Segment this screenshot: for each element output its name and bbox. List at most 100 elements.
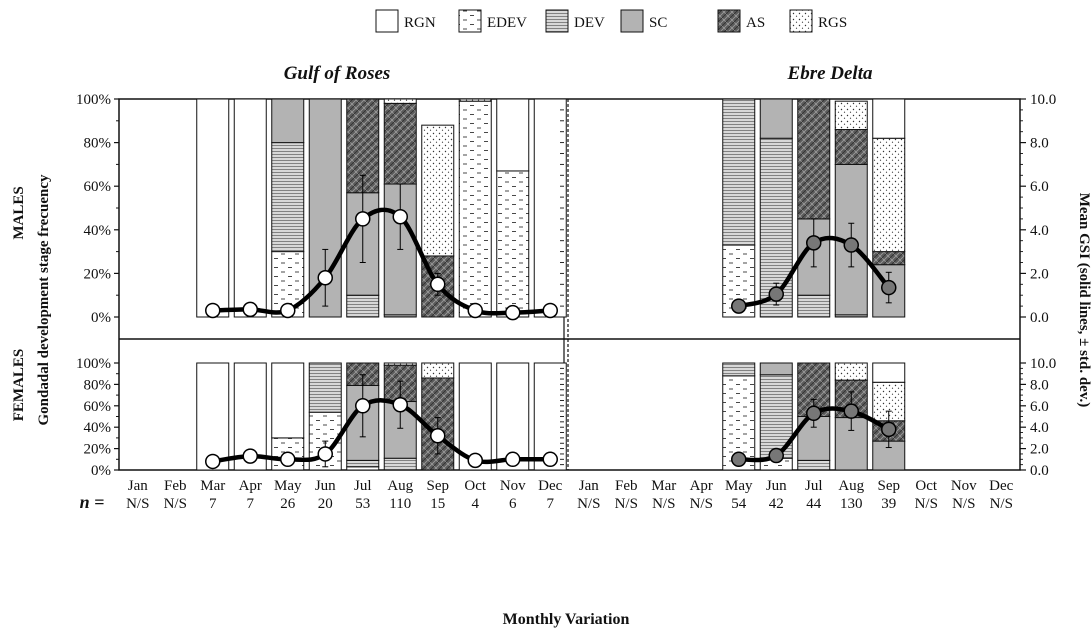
x-tick-label-n: 110 [389,496,411,512]
gsi-lines [205,174,897,470]
x-tick-label-n: N/S [577,496,600,512]
bar-segment-rgs [458,98,492,102]
gsi-point [731,451,747,468]
bar-segment-rgs [834,362,868,381]
x-tick-label-month: Jan [579,478,599,494]
legend-swatch-sc [620,9,644,33]
legend-label-dev: DEV [574,15,605,31]
x-tick-label-month: Jul [354,478,372,494]
bar-segment-as [872,251,906,266]
gsi-point [280,451,296,468]
bar-segment-rgs [872,137,906,253]
x-tick-label-n: 130 [840,496,863,512]
x-tick-label-month: Dec [989,478,1013,494]
bar-segment-as [797,98,831,220]
x-tick-label-n: 7 [547,496,555,512]
gsi-point [317,446,333,462]
gsi-point [768,286,784,302]
gsi-point [768,447,784,464]
y-axis-label-right: Mean GSI (solid lines, ± std. dev.) [1076,193,1092,408]
bar-segment-edev [496,170,530,318]
panel-label-females: FEMALES [11,349,27,422]
gsi-line [212,398,551,465]
x-tick-label-month: May [274,478,302,494]
y-tick-label-left: 80% [84,377,112,393]
bar-segment-rgn [533,98,567,318]
bar-segment-sc [271,98,305,144]
gsi-point [392,396,408,413]
bar-segment-rgn [496,98,530,172]
bar-segment-rgn [458,362,492,471]
y-tick-label-right: 10.0 [1030,356,1056,372]
x-tick-label-month: Oct [915,478,937,494]
x-tick-label-n: 20 [318,496,333,512]
legend-swatch-rgn [375,9,399,33]
y-tick-label-left: 100% [76,356,111,372]
x-tick-label-n: N/S [652,496,675,512]
x-tick-label-month: Sep [878,478,901,494]
legend-swatch-as [717,9,741,33]
legend-label-sc: SC [649,15,667,31]
gsi-point [205,453,221,470]
x-tick-label-month: Nov [500,478,526,494]
gsi-point [317,270,333,286]
bar-segment-rgs [383,98,417,104]
x-tick-label-n: N/S [615,496,638,512]
y-tick-label-right: 6.0 [1030,179,1049,195]
gsi-point [806,235,822,251]
bar-segment-dev [308,362,342,413]
y-tick-label-left: 20% [84,266,112,282]
y-tick-label-right: 4.0 [1030,223,1049,239]
x-tick-label-n: 53 [355,496,370,512]
gsi-line [212,207,551,316]
x-tick-label-n: 44 [806,496,822,512]
x-tick-label-n: 7 [247,496,255,512]
y-tick-label-right: 4.0 [1030,420,1049,436]
x-tick-label-month: Jul [805,478,823,494]
bar-segment-dev [797,294,831,318]
stage-bars [196,98,906,471]
gsi-point [542,451,558,468]
legend-label-rgs: RGS [818,15,847,31]
bar-segment-as [834,129,868,165]
bar-segment-sc [759,98,793,139]
y-tick-label-left: 100% [76,92,111,108]
x-tick-label-n: N/S [164,496,187,512]
x-tick-label-month: May [725,478,753,494]
x-tick-label-month: Jun [766,478,787,494]
x-tick-label-n: 4 [472,496,480,512]
bar-segment-rgs [383,362,417,366]
gsi-point [467,452,483,469]
legend-label-rgn: RGN [404,15,436,31]
gsi-point [731,298,747,314]
y-tick-label-left: 20% [84,442,112,458]
x-tick-label-month: Mar [200,478,225,494]
x-tick-label-n: N/S [126,496,149,512]
y-tick-label-right: 8.0 [1030,377,1049,393]
x-tick-label-month: Apr [239,478,262,494]
gsi-point [430,428,446,444]
y-tick-label-right: 8.0 [1030,136,1049,152]
y-tick-label-right: 0.0 [1030,310,1049,326]
bar-segment-dev [383,457,417,471]
site-title-ebre-delta: Ebre Delta [787,63,873,84]
panel-label-males: MALES [11,186,27,239]
x-tick-label-n: 39 [881,496,896,512]
gsi-point [205,302,221,319]
gsi-point [843,403,859,419]
y-tick-label-left: 80% [84,136,112,152]
legend-swatch-rgs [789,9,813,33]
x-tick-label-n: 42 [769,496,784,512]
y-tick-label-right: 2.0 [1030,442,1049,458]
n-label: n = [80,492,105,512]
gsi-point [467,302,483,319]
x-tick-label-n: N/S [915,496,938,512]
x-tick-label-n: 15 [430,496,445,512]
x-tick-label-month: Feb [615,478,638,494]
gsi-point [843,237,859,253]
gsi-point [881,279,897,296]
bar-segment-dev [722,98,756,246]
bar-segment-dev [346,294,380,318]
x-tick-label-month: Apr [690,478,713,494]
